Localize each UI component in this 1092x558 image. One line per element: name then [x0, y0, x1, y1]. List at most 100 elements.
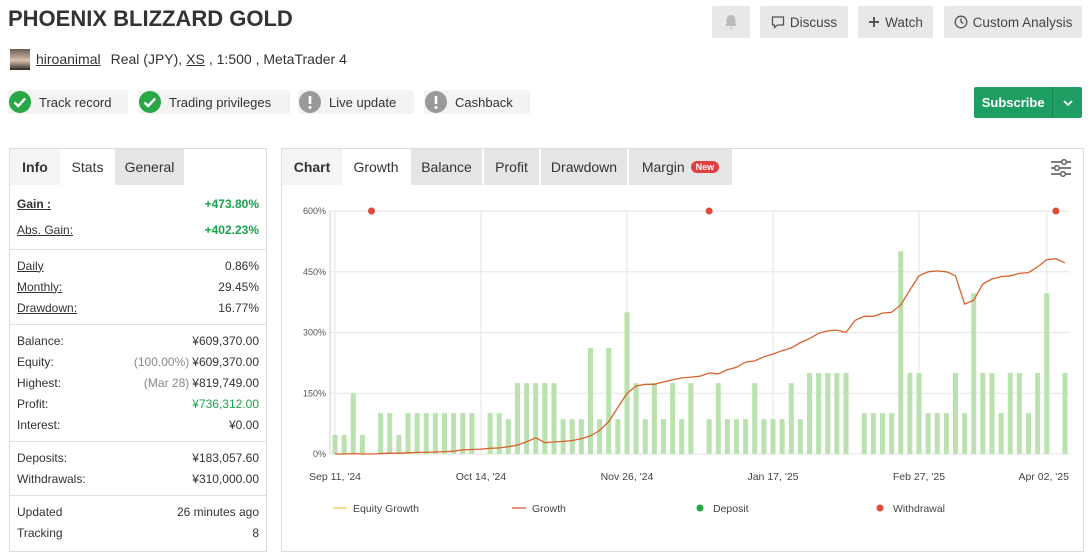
- stats-label: Profit:: [17, 396, 49, 411]
- bar: [533, 383, 539, 454]
- bar: [1062, 373, 1068, 454]
- bar: [752, 383, 758, 454]
- bar: [405, 413, 411, 454]
- bar: [907, 373, 913, 454]
- account-size[interactable]: XS: [186, 51, 205, 67]
- bar: [423, 413, 429, 454]
- avatar: [10, 49, 30, 70]
- bar: [779, 419, 785, 454]
- bar: [332, 434, 338, 454]
- legend-label: Growth: [532, 503, 566, 515]
- watch-button[interactable]: Watch: [858, 6, 933, 38]
- tab[interactable]: Growth: [343, 149, 409, 185]
- button-label: Custom Analysis: [972, 14, 1073, 30]
- badge: Live update: [298, 90, 414, 114]
- bar: [524, 383, 530, 454]
- tab[interactable]: Drawdown: [541, 149, 627, 185]
- stats-value: 26 minutes ago: [177, 505, 259, 519]
- legend-marker: [876, 504, 884, 512]
- x-tick-label: Oct 14, '24: [456, 471, 507, 483]
- discuss-button[interactable]: Discuss: [760, 6, 848, 38]
- bar: [971, 293, 977, 454]
- growth-line: [335, 258, 1066, 455]
- custom-analysis-button[interactable]: Custom Analysis: [944, 6, 1082, 38]
- bar: [597, 419, 603, 454]
- alert-button[interactable]: [712, 6, 750, 38]
- tab[interactable]: Profit: [484, 149, 539, 185]
- stats-row: Gain : +473.80%: [17, 191, 259, 217]
- tab[interactable]: General: [115, 149, 184, 185]
- stats-value: ¥0.00: [229, 418, 259, 432]
- withdrawal-dot: [1052, 207, 1060, 215]
- chart-panel: Chart Growth Balance Profit Drawdown Mar…: [281, 148, 1084, 552]
- bar: [670, 383, 676, 454]
- bar: [1016, 373, 1022, 454]
- tab[interactable]: Margin New: [629, 149, 732, 185]
- stats-value-text: ¥183,057.60: [192, 450, 259, 465]
- stats-value: 16.77%: [218, 301, 259, 315]
- bar: [588, 347, 593, 454]
- bar: [396, 434, 402, 454]
- bar: [889, 413, 895, 454]
- subscribe-button[interactable]: Subscribe: [974, 87, 1082, 118]
- bar: [487, 413, 493, 454]
- stats-value: (100.00%) ¥609,370.00: [134, 355, 259, 369]
- new-badge: New: [690, 161, 720, 173]
- stats-row: Daily 0.86%: [17, 255, 259, 276]
- stats-row: Balance: ¥609,370.00: [17, 330, 259, 351]
- bar: [606, 347, 612, 454]
- stats-label: Interest:: [17, 417, 61, 432]
- stats-value-text: ¥609,370.00: [192, 333, 259, 348]
- bar: [341, 434, 347, 454]
- bar: [359, 434, 365, 454]
- bar: [624, 312, 630, 454]
- tab[interactable]: Balance: [411, 149, 482, 185]
- tab[interactable]: Stats: [60, 149, 115, 185]
- bar: [515, 383, 520, 454]
- tab[interactable]: Info: [10, 149, 60, 185]
- bar: [962, 413, 968, 454]
- bar: [615, 419, 621, 454]
- stats-note: (100.00%): [133, 354, 190, 369]
- stats-label: Daily: [17, 258, 44, 273]
- bar: [770, 419, 776, 454]
- stats-value-text: 29.45%: [218, 279, 259, 294]
- stats-value-text: 0.86%: [224, 258, 259, 273]
- stats-label: Balance:: [17, 333, 64, 348]
- bar: [834, 373, 840, 454]
- badge-icon: [9, 91, 31, 113]
- stats-group: Gain : +473.80% Abs. Gain: +402.23%: [10, 186, 266, 250]
- badge: Trading privileges: [138, 90, 290, 114]
- bar: [651, 383, 657, 454]
- tab-label: Margin: [641, 159, 685, 175]
- bar: [797, 419, 803, 454]
- bar: [469, 413, 475, 454]
- bar: [1026, 413, 1031, 454]
- stats-value: ¥609,370.00: [192, 334, 259, 348]
- user-link[interactable]: hiroanimal: [36, 51, 101, 67]
- stats-value: ¥183,057.60: [192, 451, 259, 465]
- badge-label: Trading privileges: [169, 94, 272, 110]
- bar: [505, 419, 511, 454]
- badge-icon: [139, 91, 161, 113]
- settings-icon[interactable]: [1050, 158, 1072, 178]
- stats-row: Deposits: ¥183,057.60: [17, 447, 259, 468]
- bar: [706, 419, 712, 454]
- stats-value: 0.86%: [225, 259, 259, 273]
- stats-label: Updated: [17, 504, 63, 519]
- stats-value-text: ¥310,000.00: [192, 471, 259, 486]
- bar: [442, 413, 447, 454]
- bar: [880, 413, 885, 454]
- bar: [734, 419, 739, 454]
- badge-icon: [425, 91, 447, 113]
- subscribe-label: Subscribe: [981, 95, 1045, 110]
- y-tick-label: 0%: [313, 449, 326, 459]
- stats-row: Drawdown: 16.77%: [17, 297, 259, 318]
- bar: [1044, 293, 1050, 454]
- bar: [414, 413, 420, 454]
- tab[interactable]: Chart: [282, 149, 342, 185]
- bar: [843, 373, 849, 454]
- legend-label: Equity Growth: [353, 503, 419, 515]
- badge-icon: [299, 91, 321, 113]
